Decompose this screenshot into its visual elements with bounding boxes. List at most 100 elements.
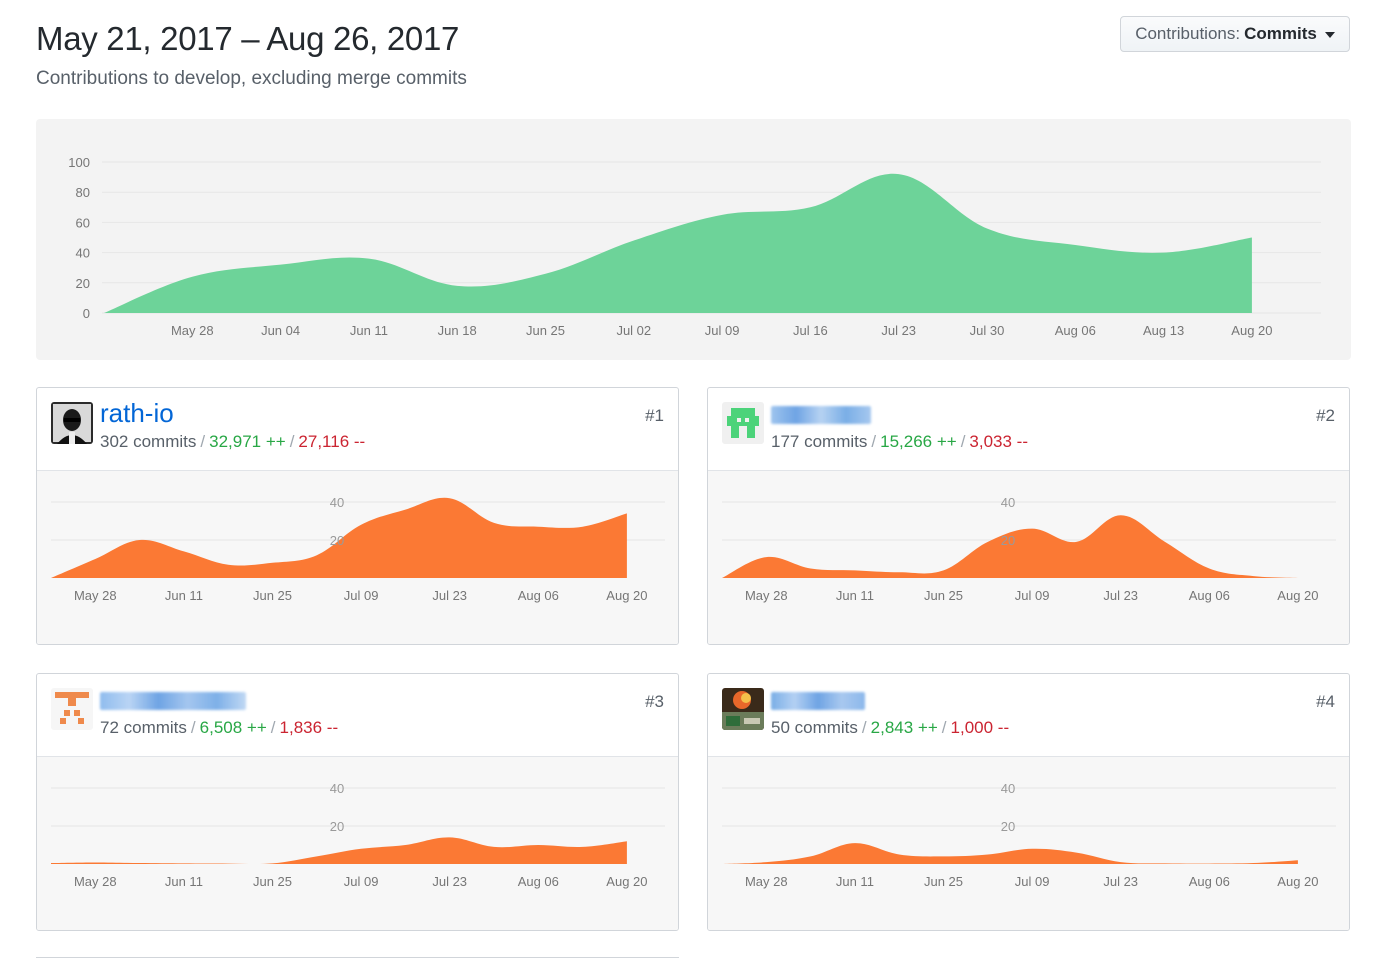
y-tick-label: 40 <box>330 495 344 510</box>
deletions-count: 27,116 -- <box>298 432 366 451</box>
y-tick-label: 80 <box>76 185 90 200</box>
y-tick-label: 20 <box>76 276 90 291</box>
avatar[interactable] <box>51 688 93 730</box>
x-tick-label: Jun 11 <box>165 874 203 889</box>
x-tick-label: Jul 23 <box>432 588 467 603</box>
x-tick-label: Aug 06 <box>1189 874 1230 889</box>
additions-count: 6,508 ++ <box>199 718 267 737</box>
y-tick-label: 20 <box>330 533 344 548</box>
commits-area <box>104 173 1252 313</box>
x-tick-label: Jun 25 <box>924 874 963 889</box>
x-tick-label: May 28 <box>745 588 788 603</box>
x-tick-label: Jun 25 <box>924 588 963 603</box>
contributor-chart: 20 40 May 28 Jun 11 Jun 25 Jul 09 Jul 23 Aug 06… <box>37 757 678 930</box>
y-tick-label: 0 <box>83 306 90 321</box>
x-tick-label: Aug 20 <box>1277 588 1318 603</box>
x-tick-label: Jun 18 <box>438 323 477 338</box>
x-tick-label: Jul 09 <box>705 323 740 338</box>
dropdown-label: Contributions: <box>1135 24 1241 43</box>
commits-area <box>722 843 1298 864</box>
contributions-type-dropdown[interactable]: Contributions: Commits <box>1120 16 1350 52</box>
x-tick-label: Jul 16 <box>793 323 828 338</box>
contributor-card: 72 commits/6,508 ++/1,836 -- #3 20 40 May … <box>36 673 679 931</box>
x-tick-label: Aug 20 <box>1231 323 1272 338</box>
contributor-name-link[interactable]: rath-io <box>100 398 174 428</box>
x-tick-label: Aug 20 <box>606 588 647 603</box>
additions-count: 32,971 ++ <box>209 432 286 451</box>
x-tick-label: May 28 <box>74 588 117 603</box>
x-tick-label: Jun 25 <box>526 323 565 338</box>
commits-area <box>51 497 627 578</box>
contributor-chart-svg: 20 40 May 28 Jun 11 Jun 25 Jul 09 Jul 23 Aug 06… <box>51 781 665 889</box>
deletions-count: 1,000 -- <box>950 718 1010 737</box>
y-tick-label: 20 <box>1001 819 1015 834</box>
caret-down-icon <box>1324 32 1335 38</box>
contributor-card-header: 177 commits/15,266 ++/3,033 -- #2 <box>708 388 1349 471</box>
contributor-stats: 177 commits/15,266 ++/3,033 -- <box>771 432 1029 451</box>
additions-count: 15,266 ++ <box>880 432 957 451</box>
contributor-rank: #2 <box>1316 406 1335 425</box>
x-tick-label: Jul 09 <box>1015 874 1050 889</box>
deletions-count: 1,836 -- <box>279 718 339 737</box>
main-chart-svg: 0 20 40 60 80 100 May 28 Jun 04 Jun 11 Jun 18 Jun … <box>68 155 1321 338</box>
x-tick-label: Aug 06 <box>1055 323 1096 338</box>
main-contributions-chart: 0 20 40 60 80 100 May 28 Jun 04 Jun 11 Jun 18 Jun … <box>36 119 1351 360</box>
contributor-name-link[interactable] <box>771 692 865 710</box>
contributor-name-link[interactable] <box>100 692 246 710</box>
x-tick-label: Aug 06 <box>1189 588 1230 603</box>
contributor-rank: #3 <box>645 692 664 711</box>
y-tick-label: 40 <box>76 246 90 261</box>
x-tick-label: May 28 <box>74 874 117 889</box>
contributor-chart: 20 40 May 28 Jun 11 Jun 25 Jul 09 Jul 23 Aug 06… <box>708 757 1349 930</box>
contributor-chart: 20 40 May 28 Jun 11 Jun 25 Jul 09 Jul 23 Aug 06… <box>708 471 1349 644</box>
x-tick-label: Jul 23 <box>1103 588 1138 603</box>
avatar[interactable] <box>722 402 764 444</box>
additions-count: 2,843 ++ <box>870 718 938 737</box>
y-tick-label: 40 <box>1001 495 1015 510</box>
x-tick-label: May 28 <box>171 323 214 338</box>
contributor-card-header: 50 commits/2,843 ++/1,000 -- #4 <box>708 674 1349 757</box>
x-tick-label: Jul 09 <box>344 588 379 603</box>
next-card-border <box>36 957 679 958</box>
contributor-chart-svg: 20 40 May 28 Jun 11 Jun 25 Jul 09 Jul 23 Aug 06… <box>51 495 665 603</box>
page-title: May 21, 2017 – Aug 26, 2017 <box>36 20 460 57</box>
contributor-stats: 302 commits/32,971 ++/27,116 -- <box>100 432 366 451</box>
x-tick-label: Jun 11 <box>836 874 874 889</box>
commits-area <box>722 515 1298 578</box>
contributor-card-header: 72 commits/6,508 ++/1,836 -- #3 <box>37 674 678 757</box>
commits-area <box>51 837 627 865</box>
y-tick-label: 40 <box>1001 781 1015 796</box>
contributor-card: 177 commits/15,266 ++/3,033 -- #2 20 40 Ma… <box>707 387 1350 645</box>
x-tick-label: Jun 11 <box>165 588 203 603</box>
y-tick-label: 100 <box>68 155 90 170</box>
avatar[interactable] <box>51 402 93 444</box>
contributor-stats: 72 commits/6,508 ++/1,836 -- <box>100 718 339 737</box>
x-tick-label: Jul 23 <box>432 874 467 889</box>
contributor-rank: #4 <box>1316 692 1335 711</box>
contributor-stats: 50 commits/2,843 ++/1,000 -- <box>771 718 1010 737</box>
x-tick-label: Aug 13 <box>1143 323 1184 338</box>
commit-count: 302 commits <box>100 432 197 451</box>
contributor-chart: 20 40 May 28 Jun 11 Jun 25 Jul 09 Jul 23 Aug 06… <box>37 471 678 644</box>
x-tick-label: Aug 06 <box>518 588 559 603</box>
x-tick-label: Jun 11 <box>350 323 388 338</box>
x-tick-label: Jul 02 <box>616 323 651 338</box>
x-tick-label: Jul 30 <box>970 323 1005 338</box>
contributor-name-link[interactable] <box>771 406 871 424</box>
x-tick-label: Jun 11 <box>836 588 874 603</box>
deletions-count: 3,033 -- <box>969 432 1029 451</box>
page-subtitle: Contributions to develop, excluding merg… <box>36 68 467 89</box>
x-tick-label: Jun 25 <box>253 588 292 603</box>
x-tick-label: Aug 20 <box>1277 874 1318 889</box>
x-tick-label: Jul 23 <box>1103 874 1138 889</box>
y-tick-label: 60 <box>76 215 90 230</box>
commit-count: 72 commits <box>100 718 187 737</box>
contributor-card-header: rath-io 302 commits/32,971 ++/27,116 -- … <box>37 388 678 471</box>
y-tick-label: 20 <box>330 819 344 834</box>
contributor-rank: #1 <box>645 406 664 425</box>
avatar[interactable] <box>722 688 764 730</box>
contributor-card: rath-io 302 commits/32,971 ++/27,116 -- … <box>36 387 679 645</box>
commit-count: 50 commits <box>771 718 858 737</box>
y-tick-label: 20 <box>1001 533 1015 548</box>
y-tick-label: 40 <box>330 781 344 796</box>
